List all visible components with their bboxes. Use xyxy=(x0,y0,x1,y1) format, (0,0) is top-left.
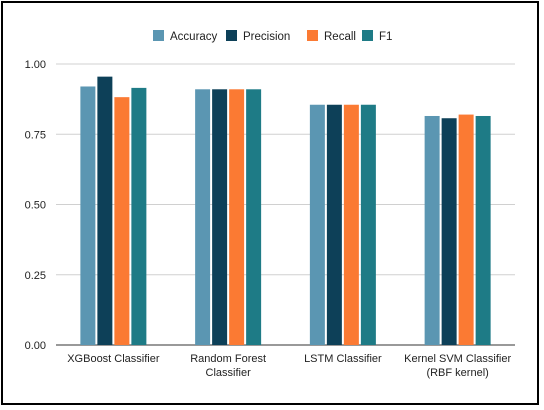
bar-recall-2 xyxy=(343,104,359,346)
bar-accuracy-2 xyxy=(309,104,325,346)
bar-accuracy-3 xyxy=(424,115,440,345)
bar-f1-1 xyxy=(246,89,262,345)
x-category-label: XGBoost Classifier xyxy=(67,353,160,365)
x-axis-categories: XGBoost Classifier Random Forest Classifie… xyxy=(67,353,511,379)
y-tick-label: 0.00 xyxy=(25,340,46,352)
bar-precision-2 xyxy=(326,104,342,346)
y-tick-label: 1.00 xyxy=(25,59,46,71)
y-axis-ticks: 0.00 0.25 0.50 0.75 1.00 xyxy=(25,59,46,352)
x-category-label: (RBF kernel) xyxy=(426,367,488,379)
x-category-label: Kernel SVM Classifier xyxy=(404,353,511,365)
bar-precision-0 xyxy=(97,76,113,346)
bar-accuracy-1 xyxy=(195,89,211,345)
x-category-label: LSTM Classifier xyxy=(304,353,382,365)
y-tick-label: 0.25 xyxy=(25,270,46,282)
legend-swatch-recall xyxy=(307,30,318,41)
x-category-label: Classifier xyxy=(206,367,252,379)
bar-recall-1 xyxy=(229,89,245,345)
x-category-label: Random Forest xyxy=(190,353,266,365)
bar-accuracy-0 xyxy=(80,86,96,345)
bar-f1-2 xyxy=(360,104,376,346)
bars xyxy=(80,76,491,346)
bar-recall-3 xyxy=(458,114,474,345)
bar-f1-0 xyxy=(131,87,147,345)
bar-precision-3 xyxy=(441,118,457,345)
bar-f1-3 xyxy=(475,115,491,345)
legend-label-f1: F1 xyxy=(379,31,392,43)
y-tick-label: 0.50 xyxy=(25,200,46,212)
bar-precision-1 xyxy=(212,89,228,345)
legend-label-accuracy: Accuracy xyxy=(170,31,218,43)
y-tick-label: 0.75 xyxy=(25,129,46,141)
legend-swatch-precision xyxy=(226,30,237,41)
bar-recall-0 xyxy=(114,97,130,346)
legend: Accuracy Precision Recall F1 xyxy=(153,30,392,43)
legend-label-precision: Precision xyxy=(243,31,290,43)
legend-swatch-f1 xyxy=(362,30,373,41)
legend-swatch-accuracy xyxy=(153,30,164,41)
legend-label-recall: Recall xyxy=(324,31,356,43)
